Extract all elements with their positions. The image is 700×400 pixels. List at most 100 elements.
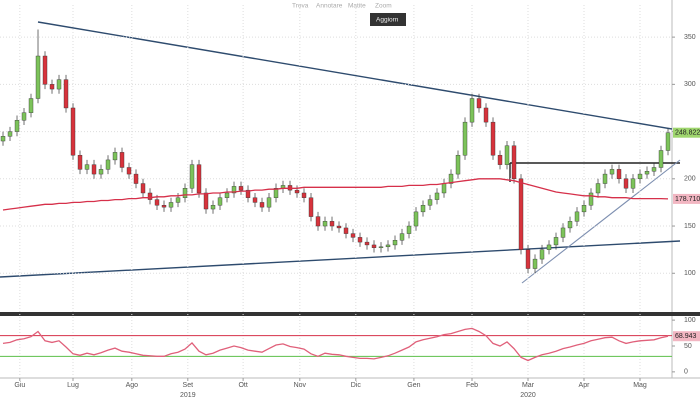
candle-body [490,121,496,156]
x-tick-label: Mar [522,382,535,389]
candle-body [616,169,622,180]
panel-separator [0,312,700,316]
candle-body [294,189,300,194]
candle-body [392,240,398,246]
candle-body [315,216,321,227]
x-tick-label: Apr [579,382,591,389]
candle-body [385,244,391,248]
candle-body [469,98,475,123]
candle-body [497,154,503,165]
candle-body [518,178,524,250]
candle-body [553,237,559,246]
candle-body [378,246,384,248]
rsi-line [2,327,669,362]
candle-body [329,221,335,227]
ma-label-box [673,193,700,204]
candle-body [483,107,489,123]
candle-body [322,221,328,227]
candle-body [231,186,237,194]
refresh-button[interactable] [370,13,406,26]
x-tick-label: Lug [67,382,79,389]
candle-body [665,132,671,151]
candle-body [532,258,538,269]
rsi-tick-label: 0 [684,369,688,376]
candle-body [126,167,132,175]
trendline [0,240,681,278]
candle-body [168,202,174,208]
candle-body [546,244,552,250]
candle-body [455,154,461,175]
candle-body [574,211,580,222]
candle-body [49,84,55,90]
candle-body [371,244,377,248]
ma-value-label: 178.710 [675,196,700,203]
y-tick-label: 350 [684,34,696,41]
candle-body [147,192,153,200]
candle-body [28,98,34,113]
candle-body [203,192,209,210]
candle-body [182,188,188,198]
support-line [521,159,681,284]
candle-body [210,205,216,210]
candle-body [644,171,650,175]
candle-body [448,173,454,184]
candle-body [140,183,146,194]
x-tick-label: Feb [466,382,478,389]
year-label: 2020 [520,392,536,399]
candle-body [357,237,363,243]
toolbar-button[interactable]: Matite [348,3,366,10]
candle-body [259,202,265,208]
candle-body [630,178,636,189]
x-tick-label: Mag [633,382,647,389]
toolbar-button[interactable]: Zoom [375,3,392,10]
toolbar-button[interactable]: Annotare [316,3,343,10]
candle-body [364,241,370,246]
candle-body [609,169,615,175]
trendline [37,21,673,130]
refresh-label[interactable]: Aggiorn [376,17,399,24]
candle-body [252,197,258,203]
candle-body [217,197,223,206]
toolbar-button[interactable]: Trova [292,3,309,10]
candle-body [301,192,307,198]
candle-body [0,136,6,142]
candle-body [56,79,62,90]
y-tick-label: 150 [684,223,696,230]
candle-body [651,167,657,172]
candle-body [420,205,426,213]
candle-body [427,199,433,206]
candle-body [105,159,111,170]
candle-body [567,221,573,229]
candle-body [399,233,405,241]
rsi-tick-label: 100 [684,317,696,324]
candle-body [112,152,118,161]
x-tick-label: Dic [351,382,362,389]
candle-body [350,233,356,238]
candle-body [434,192,440,200]
candle-body [224,192,230,198]
candle-body [539,249,545,260]
candle-body [525,249,531,269]
candle-body [658,150,664,168]
x-tick-label: Ago [126,382,139,389]
candle-body [476,98,482,109]
candle-body [238,186,244,191]
candle-body [308,197,314,217]
candle-body [70,107,76,156]
candle-body [42,55,48,85]
y-tick-label: 100 [684,270,696,277]
candle-body [98,169,104,175]
toolbar: Trova Annotare Matite Zoom Aggiorn [292,3,406,26]
x-tick-label: Giu [14,382,25,389]
candle-body [623,178,629,189]
candle-body [119,152,125,168]
x-tick-label: Nov [294,382,307,389]
candle-body [343,227,349,234]
candle-body [406,225,412,234]
y-tick-label: 200 [684,176,696,183]
candle-body [7,131,13,137]
candle-body [511,145,517,180]
candle-body [154,199,160,206]
candle-body [273,188,279,198]
candle-body [602,173,608,184]
